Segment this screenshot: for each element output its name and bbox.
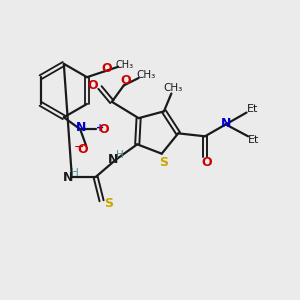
Text: H: H <box>71 167 79 178</box>
Text: +: + <box>96 123 104 133</box>
Text: O: O <box>102 62 112 75</box>
Text: N: N <box>108 153 118 166</box>
Text: Et: Et <box>248 135 260 145</box>
Text: O: O <box>99 123 109 136</box>
Text: O: O <box>120 74 130 88</box>
Text: −: − <box>74 141 84 154</box>
Text: Et: Et <box>247 104 258 114</box>
Text: H: H <box>116 150 123 160</box>
Text: O: O <box>88 79 98 92</box>
Text: S: S <box>104 197 113 210</box>
Text: O: O <box>77 142 88 156</box>
Text: O: O <box>201 156 212 169</box>
Text: N: N <box>76 121 86 134</box>
Text: CH₃: CH₃ <box>136 70 156 80</box>
Text: S: S <box>159 155 168 169</box>
Text: N: N <box>63 170 74 184</box>
Text: CH₃: CH₃ <box>163 83 182 93</box>
Text: CH₃: CH₃ <box>116 60 134 70</box>
Text: N: N <box>220 117 231 130</box>
